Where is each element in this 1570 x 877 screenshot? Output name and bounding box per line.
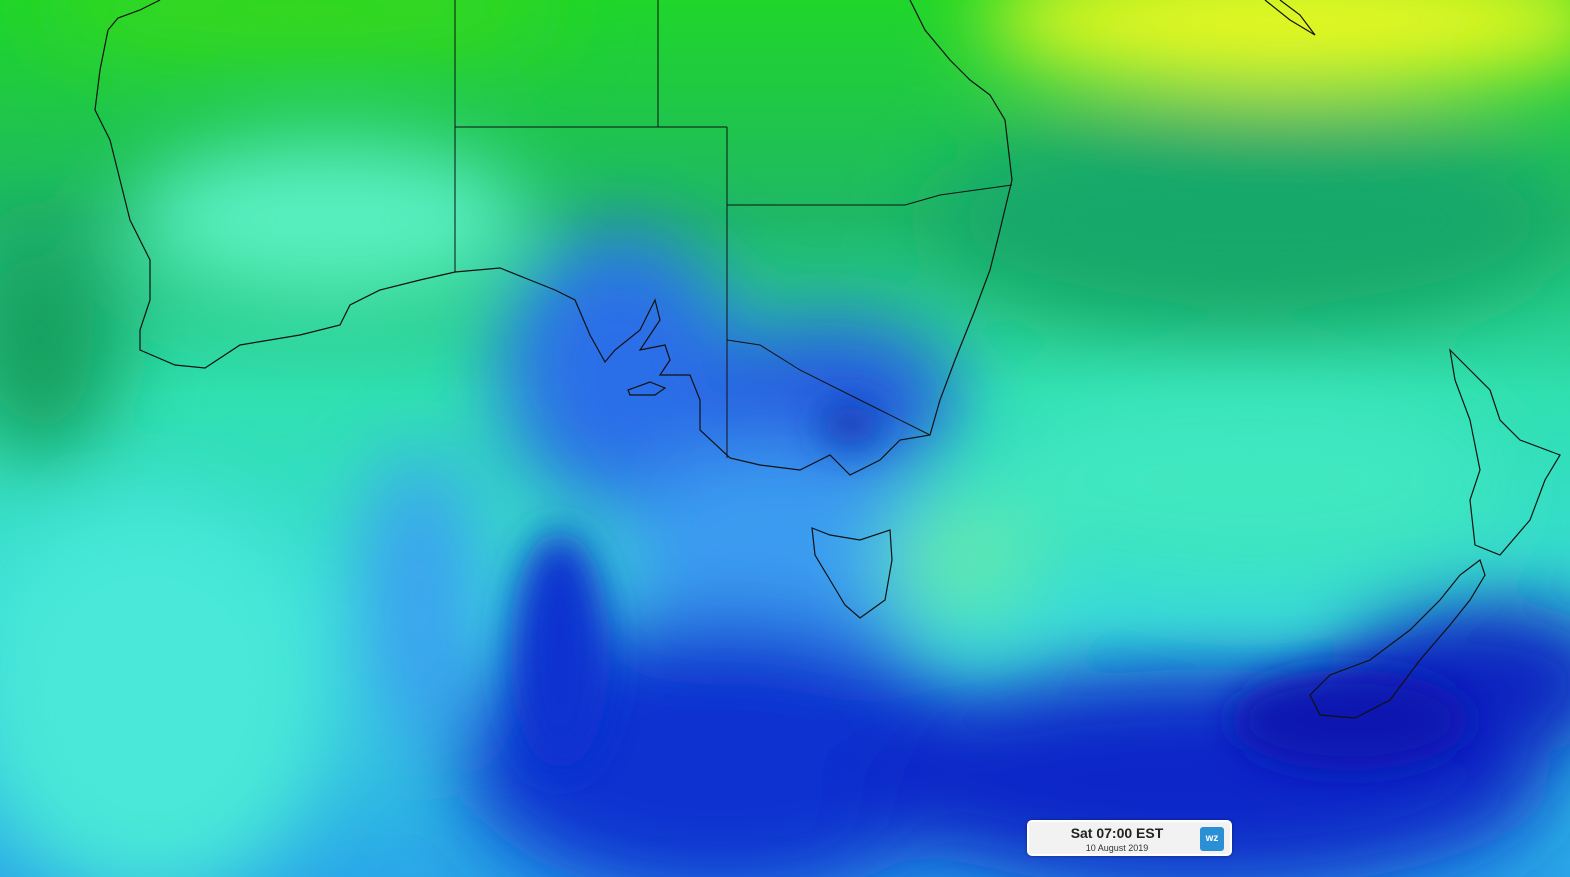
kangaroo-island xyxy=(627,381,667,396)
nz-north-island xyxy=(1449,348,1561,556)
tasmania xyxy=(811,527,893,619)
date-label: 10 August 2019 xyxy=(1085,843,1149,853)
time-label: Sat 07:00 EST xyxy=(1070,825,1164,841)
logo[interactable]: wz xyxy=(1200,827,1224,851)
timestamp-box: Sat 07:00 EST 10 August 2019 wz xyxy=(1027,820,1232,856)
state-borders xyxy=(454,0,1013,458)
nz-south-island xyxy=(1309,559,1486,719)
coastlines xyxy=(94,0,1561,719)
australia-coast xyxy=(94,0,1013,476)
field-detail xyxy=(510,405,1470,770)
new-caledonia xyxy=(1264,0,1316,36)
